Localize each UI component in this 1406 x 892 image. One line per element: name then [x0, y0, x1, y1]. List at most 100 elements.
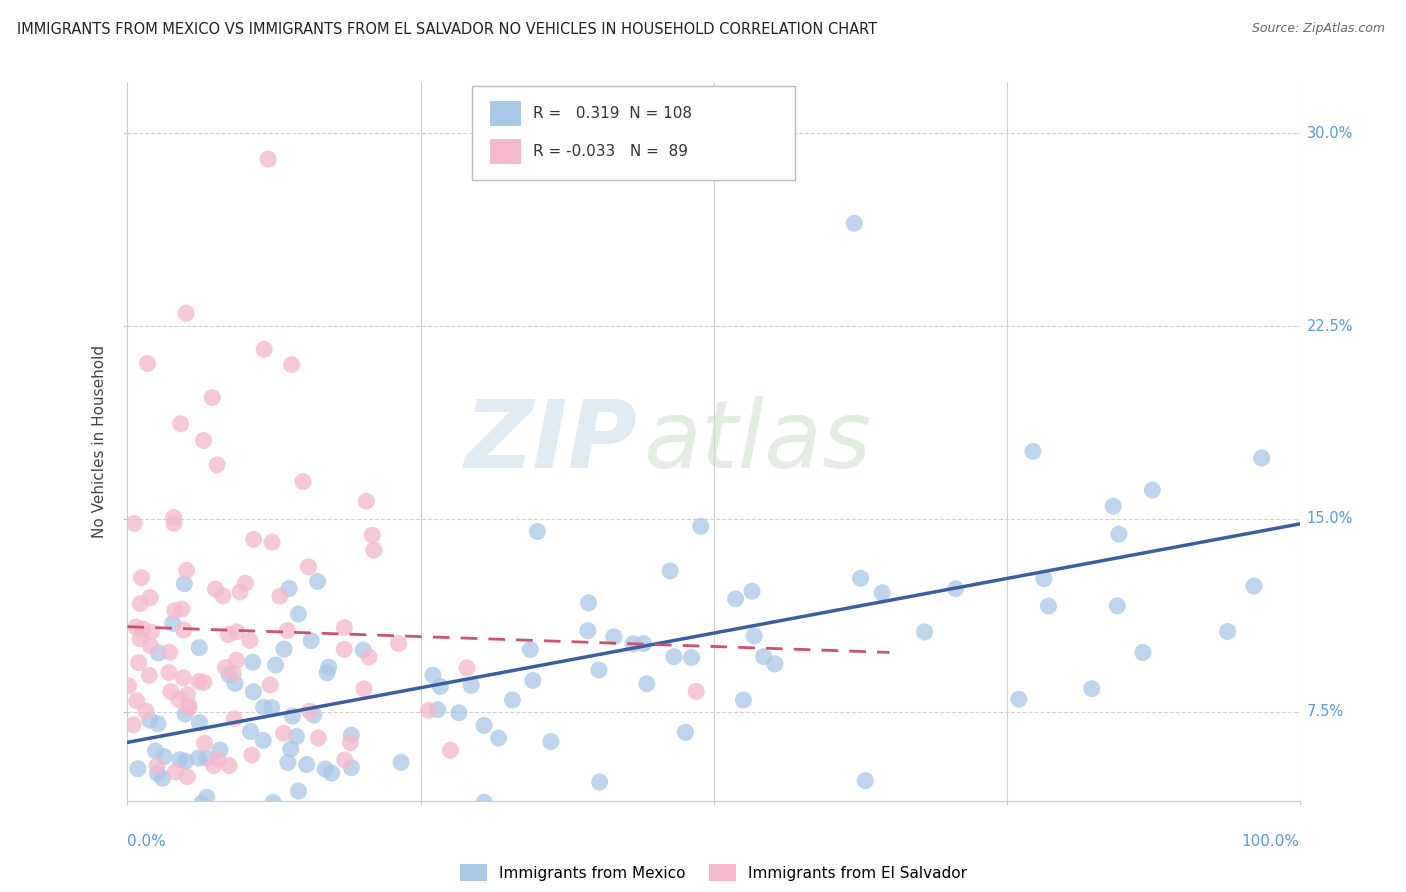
Point: [1216, 624, 1239, 639]
Point: [422, 668, 444, 682]
Point: [456, 661, 478, 675]
Point: [849, 571, 872, 585]
Point: [218, 667, 240, 681]
Point: [291, 475, 314, 489]
Point: [347, 805, 370, 820]
Point: [125, 620, 148, 634]
Point: [307, 574, 329, 589]
Point: [214, 660, 236, 674]
Point: [257, 152, 280, 166]
Point: [222, 665, 245, 680]
Point: [439, 743, 461, 757]
Point: [225, 653, 247, 667]
Point: [165, 764, 187, 779]
Point: [361, 528, 384, 542]
Point: [149, 820, 172, 834]
Point: [139, 639, 162, 653]
Point: [318, 660, 340, 674]
Point: [311, 820, 333, 834]
Point: [176, 688, 198, 702]
Point: [287, 784, 309, 798]
Point: [128, 656, 150, 670]
Point: [173, 623, 195, 637]
Point: [218, 627, 240, 641]
Point: [1132, 645, 1154, 659]
Point: [235, 576, 257, 591]
Point: [127, 762, 149, 776]
Point: [522, 673, 544, 688]
Point: [177, 700, 200, 714]
Point: [152, 771, 174, 785]
Point: [352, 643, 374, 657]
Point: [260, 700, 283, 714]
Point: [1243, 579, 1265, 593]
Point: [153, 749, 176, 764]
Point: [131, 622, 153, 636]
Point: [157, 665, 180, 680]
Point: [1250, 450, 1272, 465]
Point: [136, 356, 159, 370]
Point: [340, 761, 363, 775]
Point: [167, 692, 190, 706]
Text: R = -0.033   N =  89: R = -0.033 N = 89: [533, 144, 688, 159]
Point: [576, 624, 599, 638]
Point: [870, 586, 893, 600]
Text: 30.0%: 30.0%: [1306, 126, 1353, 141]
Point: [205, 458, 228, 472]
Point: [146, 766, 169, 780]
Text: 22.5%: 22.5%: [1306, 318, 1353, 334]
Text: 7.5%: 7.5%: [1306, 704, 1344, 719]
Text: 100.0%: 100.0%: [1241, 834, 1299, 849]
Point: [633, 637, 655, 651]
Point: [733, 693, 755, 707]
Text: 0.0%: 0.0%: [128, 834, 166, 849]
Point: [659, 564, 682, 578]
Point: [519, 642, 541, 657]
Point: [333, 621, 356, 635]
Point: [224, 676, 246, 690]
Point: [1038, 599, 1060, 613]
Point: [212, 589, 235, 603]
Point: [162, 616, 184, 631]
Point: [844, 216, 866, 230]
Point: [229, 585, 252, 599]
Point: [436, 812, 458, 826]
Point: [636, 677, 658, 691]
Point: [173, 576, 195, 591]
Point: [176, 770, 198, 784]
Point: [333, 642, 356, 657]
Point: [159, 684, 181, 698]
Point: [138, 668, 160, 682]
Point: [307, 731, 329, 745]
Point: [689, 519, 711, 533]
Point: [1008, 692, 1031, 706]
Point: [139, 591, 162, 605]
Point: [742, 629, 765, 643]
Point: [914, 624, 936, 639]
Point: [353, 681, 375, 696]
Point: [316, 665, 339, 680]
Point: [208, 743, 231, 757]
Y-axis label: No Vehicles in Household: No Vehicles in Household: [93, 345, 107, 538]
Point: [242, 533, 264, 547]
Point: [125, 694, 148, 708]
Point: [389, 756, 412, 770]
Point: [169, 753, 191, 767]
Point: [174, 754, 197, 768]
Point: [350, 846, 373, 860]
Point: [207, 752, 229, 766]
Point: [122, 516, 145, 531]
Point: [333, 753, 356, 767]
Point: [139, 713, 162, 727]
Point: [262, 796, 284, 810]
Point: [681, 650, 703, 665]
Text: atlas: atlas: [643, 396, 872, 487]
Point: [242, 685, 264, 699]
Point: [675, 725, 697, 739]
Point: [357, 650, 380, 665]
Point: [945, 582, 967, 596]
Point: [159, 645, 181, 659]
Point: [269, 589, 291, 603]
Point: [273, 642, 295, 657]
Point: [202, 758, 225, 772]
